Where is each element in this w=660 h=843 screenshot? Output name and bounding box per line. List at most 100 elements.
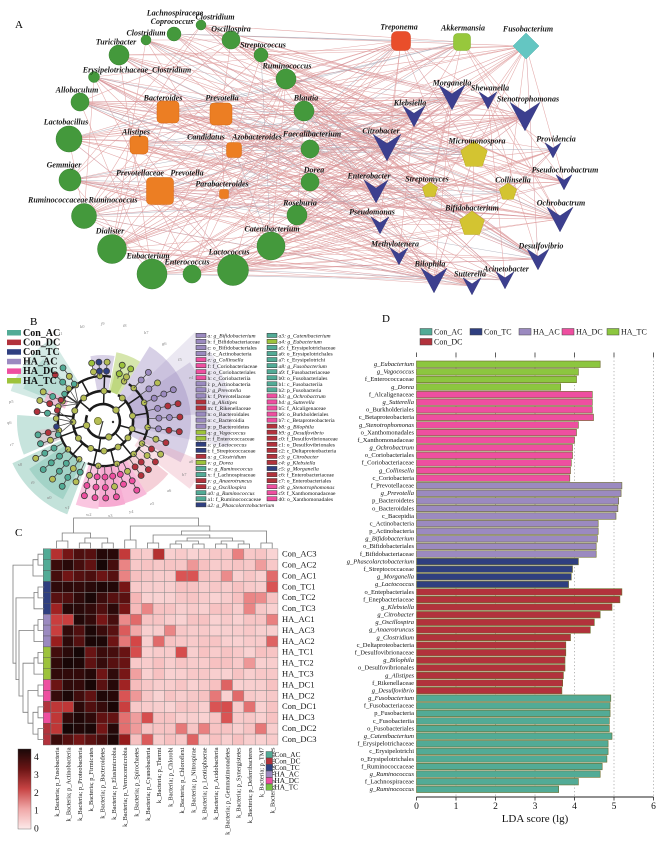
svg-text:b: f_Bifidobacteriaceae: b: f_Bifidobacteriaceae [208, 339, 261, 346]
svg-text:g_Klebsiella: g_Klebsiella [381, 604, 414, 611]
svg-text:k_Bacteria; p_Actinobacteria: k_Bacteria; p_Actinobacteria [65, 747, 72, 821]
svg-text:v: g_Dorea: v: g_Dorea [208, 461, 234, 467]
svg-text:g_Catenibacterium: g_Catenibacterium [364, 733, 414, 740]
svg-text:HA_DC2: HA_DC2 [282, 690, 315, 700]
svg-text:_Clostridium: _Clostridium [190, 13, 234, 22]
svg-text:Allobaculum: Allobaculum [55, 86, 99, 95]
svg-text:a0: a0 [189, 459, 194, 464]
svg-text:4: 4 [34, 753, 39, 763]
svg-text:k_Bacteria; p_Synergistetes: k_Bacteria; p_Synergistetes [236, 747, 243, 818]
svg-text:d0: o_Xanthomonadales: d0: o_Xanthomonadales [279, 497, 334, 503]
svg-text:Faecalibacterium: Faecalibacterium [282, 130, 341, 139]
svg-text:Con_AC2: Con_AC2 [282, 560, 316, 570]
svg-text:HA_DC: HA_DC [275, 776, 299, 785]
svg-text:a4: g_Eubacterium: a4: g_Eubacterium [279, 340, 322, 346]
svg-text:g_Ochrobactrum: g_Ochrobactrum [369, 445, 414, 452]
svg-text:r7: r7 [10, 442, 14, 447]
svg-text:c3: g_Citrobacter: c3: g_Citrobacter [279, 455, 320, 461]
svg-text:c2: c_Deltaproteobacteria: c2: c_Deltaproteobacteria [279, 448, 337, 454]
svg-text:z: g_Oscillospira: z: g_Oscillospira [207, 485, 247, 491]
svg-text:k_Bacteria; p_Bacteroidetes: k_Bacteria; p_Bacteroidetes [100, 747, 107, 819]
svg-text:A: A [15, 19, 23, 31]
svg-text:r: f_Enterococcaceae: r: f_Enterococcaceae [208, 435, 256, 442]
svg-text:b2: p_Fusobacteria: b2: p_Fusobacteria [279, 388, 322, 394]
svg-text:l1: l1 [59, 331, 63, 336]
svg-text:Alistipes: Alistipes [121, 128, 150, 137]
svg-text:Prevotella: Prevotella [170, 169, 203, 178]
svg-text:c_Fusobacteriia: c_Fusobacteriia [373, 718, 414, 725]
svg-text:a7: c_Erysipelotrichi: a7: c_Erysipelotrichi [279, 358, 326, 364]
svg-text:Catenibacterium: Catenibacterium [244, 225, 299, 234]
svg-text:Con_TC: Con_TC [23, 347, 60, 358]
svg-text:a8: g_Fusobacterium: a8: g_Fusobacterium [279, 364, 327, 370]
svg-text:g_Citrobacter: g_Citrobacter [377, 612, 414, 619]
svg-text:Enterobacter: Enterobacter [346, 172, 391, 181]
svg-text:p_Fusobacteria: p_Fusobacteria [374, 710, 414, 717]
svg-text:2: 2 [493, 802, 498, 812]
svg-text:5: 5 [612, 802, 617, 812]
svg-text:o_Bacteroidales: o_Bacteroidales [372, 505, 414, 512]
svg-text:Collinsella: Collinsella [495, 176, 531, 185]
svg-text:HA_AC3: HA_AC3 [282, 625, 315, 635]
svg-text:D: D [382, 313, 390, 325]
svg-text:o_Coriobacteriales: o_Coriobacteriales [365, 452, 415, 459]
svg-text:p_Bacteroidetes: p_Bacteroidetes [372, 498, 414, 505]
svg-text:Turicibacter: Turicibacter [96, 38, 137, 47]
svg-text:c4: g_Klebsiella: c4: g_Klebsiella [279, 461, 316, 467]
svg-text:Parabacteroides: Parabacteroides [195, 180, 248, 189]
svg-text:u: g_Clostridium: u: g_Clostridium [208, 455, 246, 461]
svg-text:o_Fusobacteriales: o_Fusobacteriales [367, 725, 414, 732]
svg-text:g_Bilophila: g_Bilophila [383, 657, 414, 664]
svg-text:Ruminococcus: Ruminococcus [262, 62, 312, 71]
svg-text:f_Bifidobacteriaceae: f_Bifidobacteriaceae [360, 551, 414, 558]
svg-text:f_Alcaligenaceae: f_Alcaligenaceae [369, 391, 414, 398]
svg-text:Citrobacter: Citrobacter [362, 127, 400, 136]
svg-text:Bifidobacterium: Bifidobacterium [444, 204, 499, 213]
svg-text:Con_DC3: Con_DC3 [282, 734, 316, 744]
svg-text:g_Stenotrophomonas: g_Stenotrophomonas [359, 422, 414, 429]
svg-text:a: g_Bifidobacterium: a: g_Bifidobacterium [208, 333, 256, 340]
svg-text:z5: z5 [150, 501, 155, 506]
svg-text:f5: f5 [178, 357, 182, 362]
svg-text:Shewanella: Shewanella [471, 84, 509, 93]
svg-text:Lactobacillus: Lactobacillus [43, 118, 88, 127]
svg-text:c5: g_Morganella: c5: g_Morganella [279, 467, 320, 473]
svg-text:g_Alistipes: g_Alistipes [385, 672, 414, 679]
svg-text:Sutterella: Sutterella [454, 270, 486, 279]
svg-text:f_Erysipelotrichaceae: f_Erysipelotrichaceae [357, 741, 414, 748]
svg-text:Con_AC1: Con_AC1 [282, 570, 316, 580]
svg-text:a6: o_Erysipelotrichales: a6: o_Erysipelotrichales [279, 352, 333, 358]
svg-text:Bilophila: Bilophila [414, 260, 446, 269]
svg-text:k0: k0 [80, 324, 85, 329]
svg-text:g_Collinsella: g_Collinsella [379, 467, 414, 474]
svg-text:Klebsiella: Klebsiella [393, 99, 426, 108]
svg-text:Roseburia: Roseburia [282, 199, 317, 208]
svg-text:h7: h7 [144, 330, 149, 335]
svg-text:c1: o_Desulfovibrionales: c1: o_Desulfovibrionales [279, 441, 335, 448]
svg-text:0: 0 [34, 825, 39, 835]
svg-text:j: g_Prevotella: j: g_Prevotella [207, 388, 242, 394]
svg-text:Con_TC: Con_TC [275, 763, 300, 772]
svg-text:s8: s8 [18, 462, 23, 467]
svg-text:b1: c_Fusobacteriia: b1: c_Fusobacteriia [279, 382, 323, 388]
svg-text:c9: f_Xanthomonadaceae: c9: f_Xanthomonadaceae [279, 490, 337, 497]
svg-text:Akkermansia: Akkermansia [440, 24, 485, 33]
svg-text:p5: p5 [9, 399, 14, 404]
svg-text:HA_AC: HA_AC [23, 357, 57, 368]
svg-text:x: f_Lachnospiraceae: x: f_Lachnospiraceae [208, 472, 257, 479]
svg-text:p: p_Bacteroidetes: p: p_Bacteroidetes [208, 424, 250, 430]
svg-text:HA_DC: HA_DC [576, 328, 603, 337]
svg-text:C: C [15, 527, 22, 539]
svg-text:l: g_Alistipes: l: g_Alistipes [208, 400, 238, 406]
svg-text:g_Morganella: g_Morganella [377, 574, 414, 581]
svg-text:k_Bacteria; p_Chlorobi: k_Bacteria; p_Chlorobi [168, 747, 175, 807]
svg-text:f_Streptococcaceae: f_Streptococcaceae [363, 566, 414, 573]
svg-text:Con_AC: Con_AC [275, 750, 301, 759]
svg-text:g_Desulfovibrio: g_Desulfovibrio [372, 687, 415, 694]
svg-text:Acinetobacter: Acinetobacter [482, 265, 530, 274]
svg-text:b3: g_Ochrobactrum: b3: g_Ochrobactrum [279, 394, 326, 400]
svg-text:f: f_Coriobacteriaceae: f: f_Coriobacteriaceae [208, 363, 258, 370]
svg-text:k_Bacteria; p_Proteobacteria: k_Bacteria; p_Proteobacteria [77, 747, 84, 820]
svg-text:x3: x3 [108, 513, 113, 518]
svg-text:Fusobacterium: Fusobacterium [502, 25, 553, 34]
